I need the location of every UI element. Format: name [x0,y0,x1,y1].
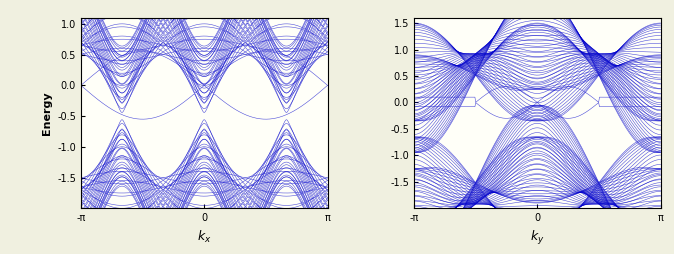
Y-axis label: Energy: Energy [42,91,52,135]
X-axis label: $k_y$: $k_y$ [530,229,545,247]
X-axis label: $k_x$: $k_x$ [197,229,212,245]
